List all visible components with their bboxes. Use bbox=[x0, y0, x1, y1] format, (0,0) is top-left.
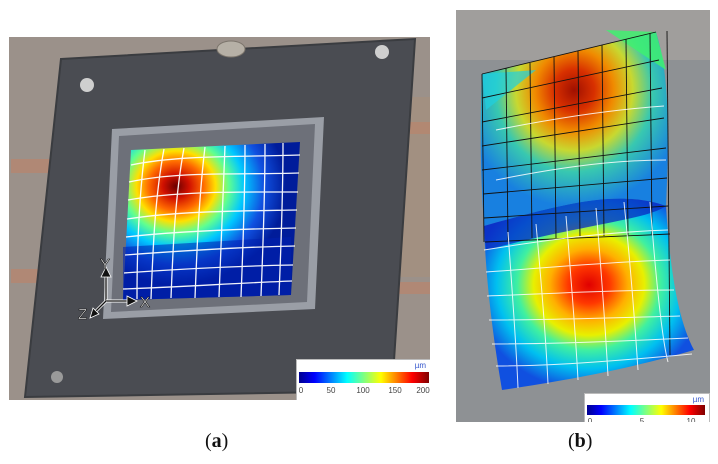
scene-b bbox=[456, 10, 710, 422]
colorbar-tick: 150 bbox=[388, 386, 402, 395]
colorbar-a: µm 0 50 100 150 200 bbox=[296, 359, 430, 400]
y-axis-label: Y bbox=[100, 256, 110, 273]
caption-letter-a: a bbox=[211, 430, 222, 452]
photo-panel-a: Y X Z µm 0 50 100 150 200 bbox=[9, 37, 430, 400]
x-axis-label: X bbox=[140, 294, 150, 311]
reference-wireframe bbox=[481, 30, 671, 356]
mounting-hole bbox=[80, 78, 94, 92]
deformation-surface-lower bbox=[484, 198, 694, 390]
photo-panel-b: µm 0 5 10 bbox=[456, 10, 710, 422]
top-bolt bbox=[216, 40, 246, 58]
colorbar-gradient-a bbox=[299, 372, 429, 383]
colorbar-tick: 100 bbox=[356, 386, 370, 395]
colorbar-tick: 5 bbox=[639, 417, 645, 422]
colorbar-tick: 0 bbox=[298, 386, 304, 395]
colorbar-tick: 10 bbox=[686, 417, 696, 422]
z-axis-label: Z bbox=[78, 306, 87, 323]
colorbar-gradient-b bbox=[587, 405, 705, 415]
colorbar-tick: 0 bbox=[587, 417, 593, 422]
caption-b: (b) bbox=[568, 430, 593, 452]
colorbar-tick: 50 bbox=[326, 386, 336, 395]
colorbar-unit-a: µm bbox=[414, 361, 426, 370]
mesh-grid-b bbox=[483, 105, 693, 389]
mounting-hole bbox=[51, 371, 63, 383]
scene-a: Y X Z bbox=[9, 37, 430, 400]
caption-a: (a) bbox=[205, 430, 229, 452]
coordinate-axes: Y X Z bbox=[78, 256, 151, 324]
mounting-hole bbox=[375, 45, 389, 59]
mesh-grid-a bbox=[122, 142, 301, 300]
colorbar-unit-b: µm bbox=[692, 395, 704, 404]
caption-letter-b: b bbox=[574, 430, 586, 452]
colorbar-tick: 200 bbox=[416, 386, 430, 395]
colorbar-b: µm 0 5 10 bbox=[584, 393, 710, 422]
deformation-surface-upper bbox=[480, 32, 668, 226]
